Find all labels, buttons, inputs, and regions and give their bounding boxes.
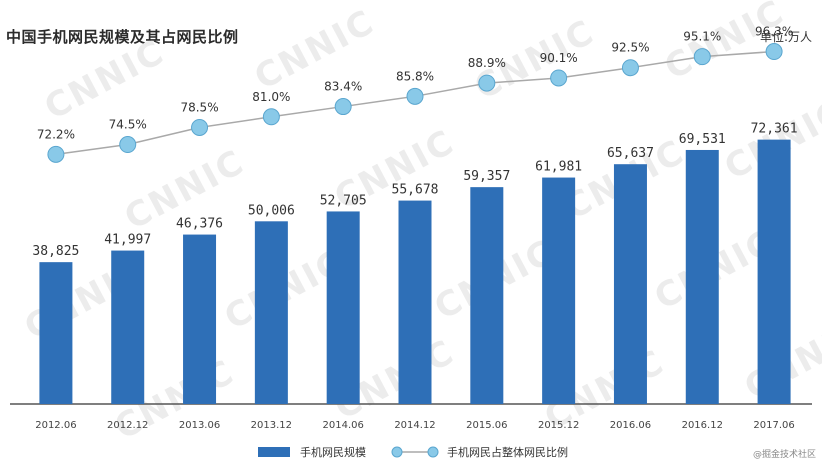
ratio-value-label: 85.8%: [396, 69, 434, 83]
ratio-value-label: 78.5%: [180, 100, 218, 114]
bar-value-label: 61,981: [535, 160, 582, 175]
x-tick-label: 2013.06: [179, 420, 220, 431]
bar: [39, 262, 73, 404]
ratio-value-label: 72.2%: [37, 127, 75, 141]
ratio-value-label: 90.1%: [540, 51, 578, 65]
x-tick-label: 2016.12: [682, 420, 723, 431]
legend-line-label: 手机网民占整体网民比例: [447, 445, 568, 459]
unit-label: 单位:万人: [759, 30, 812, 44]
bar: [470, 187, 504, 404]
legend-marker-right: [427, 446, 439, 458]
legend-bar-label: 手机网民规模: [300, 445, 366, 459]
ratio-marker: [191, 118, 209, 136]
bar: [326, 211, 360, 404]
ratio-marker: [478, 74, 496, 92]
bar: [613, 164, 647, 404]
x-tick-label: 2016.06: [610, 420, 651, 431]
ratio-value-label: 88.9%: [468, 56, 506, 70]
chart-title: 中国手机网民规模及其占网民比例: [6, 28, 239, 46]
x-tick-label: 2014.12: [394, 420, 435, 431]
ratio-marker: [406, 87, 424, 105]
ratio-value-label: 95.1%: [683, 30, 721, 44]
x-tick-label: 2017.06: [753, 420, 794, 431]
bar-value-label: 59,357: [463, 169, 510, 184]
bar-value-label: 72,361: [751, 122, 798, 137]
bar-value-label: 38,825: [32, 244, 79, 259]
bar-value-label: 69,531: [679, 132, 726, 147]
ratio-value-label: 81.0%: [252, 90, 290, 104]
bar-value-label: 55,678: [392, 183, 439, 198]
ratio-marker: [334, 98, 352, 116]
bar-value-label: 65,637: [607, 146, 654, 161]
ratio-value-label: 74.5%: [109, 118, 147, 132]
ratio-marker: [550, 69, 568, 87]
ratio-value-label: 96.3%: [755, 25, 793, 39]
x-tick-label: 2012.06: [35, 420, 76, 431]
ratio-marker: [693, 48, 711, 66]
bar: [254, 221, 288, 404]
credit-text: @掘金技术社区: [752, 450, 816, 460]
bar: [398, 200, 432, 404]
bar: [757, 139, 791, 404]
ratio-value-label: 83.4%: [324, 80, 362, 94]
ratio-marker: [119, 136, 137, 154]
ratio-marker: [621, 59, 639, 77]
x-tick-label: 2014.06: [323, 420, 364, 431]
bar-value-label: 41,997: [104, 233, 151, 248]
ratio-value-label: 92.5%: [611, 41, 649, 55]
bar: [685, 149, 719, 404]
x-tick-label: 2012.12: [107, 420, 148, 431]
legend-marker-left: [391, 446, 403, 458]
x-tick-label: 2013.12: [251, 420, 292, 431]
bar-value-label: 50,006: [248, 203, 295, 218]
bar-value-label: 46,376: [176, 217, 223, 232]
ratio-marker: [47, 145, 65, 163]
ratio-marker: [765, 43, 783, 61]
bar: [542, 177, 576, 404]
x-tick-label: 2015.06: [466, 420, 507, 431]
legend-bar-swatch: [258, 447, 290, 457]
ratio-marker: [262, 108, 280, 126]
bar: [111, 250, 145, 404]
bar: [183, 234, 217, 404]
bar-value-label: 52,705: [320, 193, 367, 208]
x-tick-label: 2015.12: [538, 420, 579, 431]
